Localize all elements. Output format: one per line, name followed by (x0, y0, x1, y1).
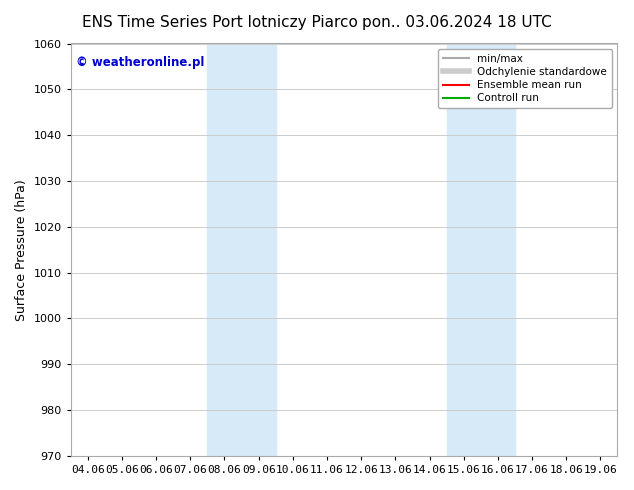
Text: ENS Time Series Port lotniczy Piarco: ENS Time Series Port lotniczy Piarco (82, 15, 358, 30)
Bar (446, 44, 515, 456)
Text: pon.. 03.06.2024 18 UTC: pon.. 03.06.2024 18 UTC (362, 15, 552, 30)
Y-axis label: Surface Pressure (hPa): Surface Pressure (hPa) (15, 179, 28, 320)
Legend: min/max, Odchylenie standardowe, Ensemble mean run, Controll run: min/max, Odchylenie standardowe, Ensembl… (437, 49, 612, 108)
Text: © weatheronline.pl: © weatheronline.pl (76, 56, 205, 69)
Bar (207, 44, 276, 456)
